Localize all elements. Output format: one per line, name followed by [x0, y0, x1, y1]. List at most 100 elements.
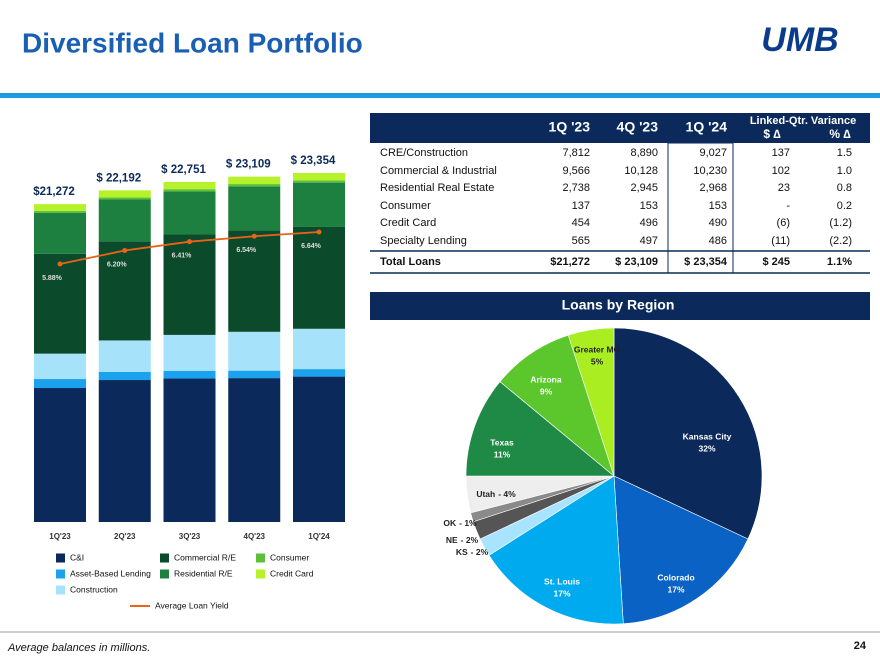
legend-swatch — [160, 553, 169, 563]
x-tick-label: 3Q'23 — [179, 532, 201, 541]
x-tick-label: 1Q'23 — [49, 532, 71, 541]
x-tick-label: 2Q'23 — [114, 532, 136, 541]
table-cell: 9,027 — [699, 147, 727, 159]
bar-segment — [34, 204, 86, 211]
bar-segment — [293, 226, 345, 329]
table-cell: 153 — [640, 200, 658, 212]
pie-category: KS — [456, 547, 468, 557]
pie-category: OK — [443, 518, 457, 528]
pie-slice — [465, 381, 615, 477]
pie-value-label: - 2% — [461, 535, 479, 545]
pie-label: NE - 2% — [446, 535, 479, 545]
variance-column-header: % ∆ — [829, 127, 851, 141]
bar-segment — [34, 210, 86, 213]
yield-point — [57, 261, 63, 267]
table-cell: (2.2) — [829, 235, 852, 247]
variance-column-header: $ ∆ — [763, 127, 781, 141]
bar-segment — [98, 241, 151, 341]
bar-segment — [34, 379, 86, 389]
bar-segment — [228, 331, 281, 371]
row-label: Consumer — [380, 200, 431, 212]
pie-slice — [499, 334, 615, 477]
pie-value-label: 17% — [553, 588, 570, 598]
x-tick-label: 4Q'23 — [244, 532, 266, 541]
pie-label: KS - 2% — [456, 547, 489, 557]
bar-segment — [98, 199, 151, 242]
bar-segment — [163, 182, 216, 190]
table-column-header: 1Q '24 — [686, 119, 728, 135]
pie-value-label: - 1% — [459, 518, 477, 528]
bar-segment — [98, 197, 151, 200]
pie-category: Greater MO — [574, 344, 621, 354]
bar-segment — [228, 370, 281, 379]
pie-slice — [613, 327, 763, 540]
slide-title: Diversified Loan Portfolio — [22, 27, 363, 58]
pie-category: NE — [446, 535, 458, 545]
table-cell: 565 — [572, 235, 590, 247]
legend-swatch — [56, 553, 65, 563]
table-cell: 454 — [572, 217, 590, 229]
pie-title: Loans by Region — [562, 297, 675, 313]
row-label: Residential Real Estate — [380, 182, 494, 194]
table-cell: $ 23,354 — [684, 256, 728, 268]
table-cell: 497 — [640, 235, 658, 247]
total-label: $ 22,192 — [96, 172, 141, 184]
bar-segment — [163, 370, 216, 379]
x-tick-label: 1Q'24 — [308, 532, 330, 541]
yield-point — [251, 233, 257, 239]
bar-segment — [293, 328, 345, 370]
table-cell: $ 23,109 — [615, 256, 658, 268]
bar-segment — [228, 186, 281, 231]
pie-slice — [567, 327, 615, 477]
legend-swatch — [56, 569, 65, 579]
table-cell: 137 — [572, 200, 590, 212]
pie-value-label: 17% — [667, 584, 684, 594]
table-cell: 7,812 — [562, 147, 590, 159]
pie-label: OK - 1% — [443, 518, 477, 528]
total-label: $ 23,109 — [226, 159, 271, 171]
table-cell: 23 — [778, 182, 790, 194]
table-cell: 1.1% — [827, 256, 852, 268]
bar-segment — [98, 380, 151, 522]
legend-swatch — [56, 585, 65, 595]
table-cell: 486 — [709, 235, 727, 247]
footer-note: Average balances in millions. — [7, 642, 150, 654]
table-cell: 102 — [772, 165, 790, 177]
bar-segment — [228, 378, 281, 522]
yield-label: 6.41% — [172, 253, 193, 260]
bar-segment — [34, 353, 86, 380]
pie-label: Utah - 4% — [476, 489, 516, 499]
pie-value-label: - 4% — [498, 489, 516, 499]
pie-value-label: 11% — [494, 449, 511, 459]
legend-label: Credit Card — [270, 568, 314, 578]
yield-label: 5.88% — [42, 275, 63, 282]
bar-segment — [293, 173, 345, 181]
row-label: Commercial & Industrial — [380, 165, 497, 177]
table-cell: 1.5 — [837, 147, 852, 159]
pie-value-label: - 2% — [471, 547, 489, 557]
bar-segment — [228, 184, 281, 187]
legend-label: Asset-Based Lending — [70, 568, 151, 578]
table-cell: 1.0 — [837, 165, 852, 177]
bar-segment — [293, 369, 345, 377]
table-cell: 496 — [640, 217, 658, 229]
pie-value-label: 5% — [591, 356, 604, 366]
pie-value-label: 32% — [698, 443, 715, 453]
yield-label: 6.64% — [301, 243, 322, 250]
bar-segment — [293, 182, 345, 227]
table-cell: 9,566 — [562, 165, 590, 177]
bar-segment — [98, 190, 151, 198]
bar-segment — [98, 371, 151, 381]
bar-segment — [293, 376, 345, 522]
variance-title: Linked-Qtr. Variance — [750, 115, 856, 127]
legend-label: Commercial R/E — [174, 552, 236, 562]
pie-category: Texas — [490, 437, 514, 447]
table-cell: (6) — [777, 217, 790, 229]
header-rule — [0, 93, 880, 98]
pie-category: Colorado — [657, 572, 694, 582]
table-cell: 2,945 — [630, 182, 658, 194]
row-label: Specialty Lending — [380, 235, 467, 247]
pie-slice — [613, 475, 749, 625]
bar-segment — [163, 191, 216, 235]
